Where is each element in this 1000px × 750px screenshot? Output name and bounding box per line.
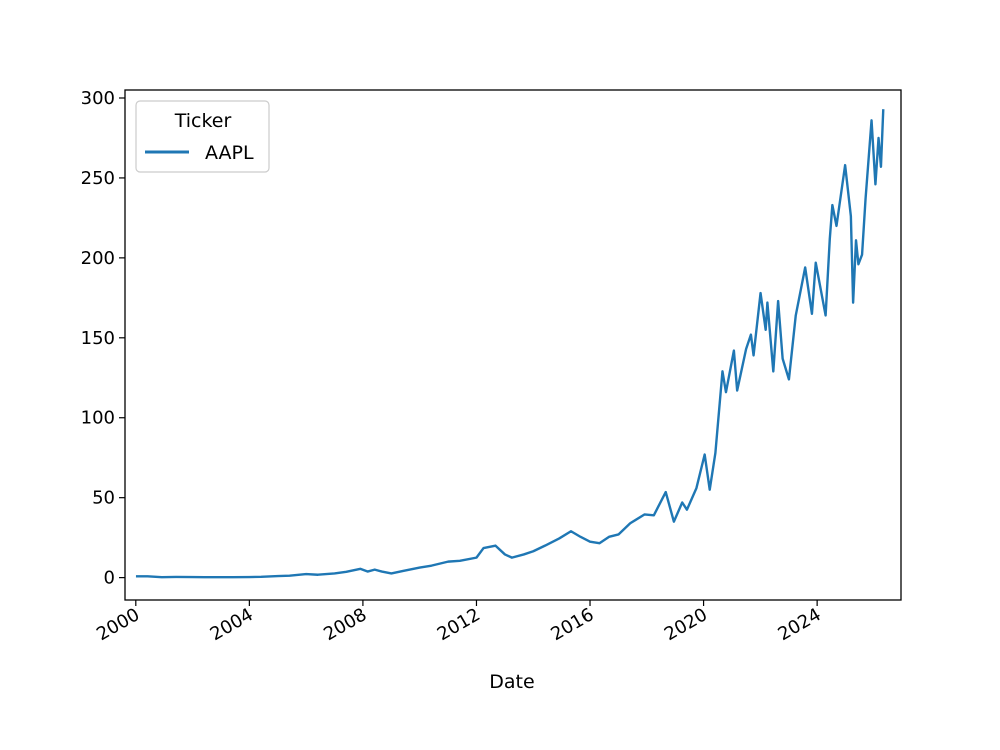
y-axis: 0 50 100 150 200 250 300 bbox=[81, 88, 125, 589]
y-tick-label: 50 bbox=[92, 488, 115, 509]
y-tick-label: 150 bbox=[81, 328, 115, 349]
legend-label-aapl: AAPL bbox=[205, 142, 254, 164]
legend-title: Ticker bbox=[174, 110, 232, 132]
y-tick-label: 300 bbox=[81, 88, 115, 109]
y-tick-label: 0 bbox=[104, 568, 115, 589]
series-layer bbox=[135, 109, 885, 579]
legend-box bbox=[135, 100, 270, 173]
y-tick-label: 250 bbox=[81, 168, 115, 189]
plot-frame bbox=[124, 89, 902, 601]
y-tick-label: 200 bbox=[81, 248, 115, 269]
series-line-aapl bbox=[135, 109, 885, 579]
x-axis-title: Date bbox=[489, 671, 534, 693]
y-tick-label: 100 bbox=[81, 408, 115, 429]
legend: Ticker AAPL bbox=[135, 100, 270, 173]
